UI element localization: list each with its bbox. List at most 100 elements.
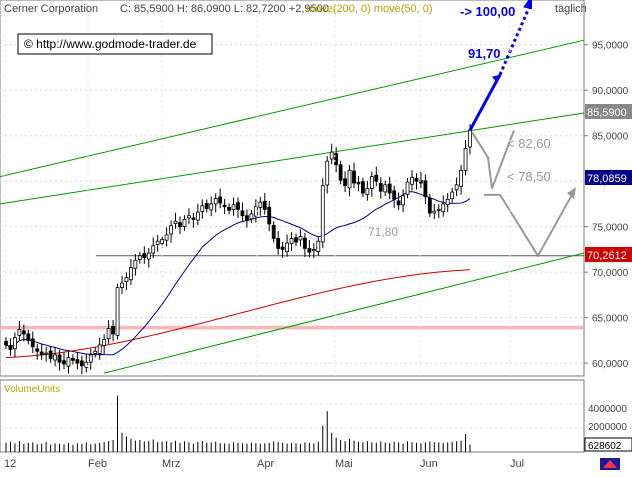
candle-body-16 [75, 359, 80, 364]
month-label-Mai: Mai [335, 458, 353, 470]
candle-body-36 [164, 234, 169, 241]
price-tick-label-75: 75,0000 [592, 223, 629, 234]
ma50-label: 78,0859 [587, 173, 627, 185]
candle-body-0 [4, 340, 8, 346]
candle-body-24 [111, 325, 115, 335]
channel-upper-line [0, 39, 585, 178]
header-moving-averages: move(200, 0) move(50, 0) [306, 3, 433, 15]
candle-body-66 [298, 236, 303, 241]
candle-body-94 [423, 180, 428, 198]
candle-body-17 [79, 360, 84, 367]
candle-body-34 [155, 240, 160, 245]
candle-body-2 [13, 337, 17, 350]
candle-body-77 [347, 169, 352, 189]
candle-body-39 [178, 222, 182, 228]
candle-body-76 [343, 178, 347, 187]
level-71-label: 71,80 [368, 225, 398, 239]
candle-body-70 [316, 240, 321, 252]
candle-body-86 [387, 183, 392, 194]
candle-body-89 [401, 195, 405, 206]
candle-body-3 [17, 329, 22, 336]
projection-blue-dotted-arrowhead [523, 0, 532, 10]
candle-body-79 [356, 181, 361, 185]
candles [4, 124, 472, 375]
ma200-line [5, 269, 471, 359]
price-tick-label-85: 85,0000 [592, 132, 629, 143]
candle-body-81 [365, 188, 370, 195]
candle-body-47 [213, 198, 218, 205]
volume-panel-frame [0, 379, 585, 453]
price-tick-label-60: 60,0000 [592, 359, 629, 370]
candle-body-29 [133, 259, 138, 269]
month-label-Jul: Jul [510, 458, 524, 470]
month-label-Jun: Jun [420, 458, 438, 470]
level-82-label: < 82,60 [507, 136, 551, 151]
candle-body-33 [151, 245, 156, 254]
candle-body-101 [454, 184, 459, 191]
time-axis: 12 Feb Mrz Apr Mai Jun Jul [3, 0, 524, 470]
candle-body-28 [129, 267, 133, 281]
corner-logo-triangle-icon [603, 460, 617, 468]
projection-gray-lower [484, 190, 575, 258]
price-grid [0, 44, 584, 364]
volume-title: VolumeUnits [4, 384, 60, 395]
ma50-line [5, 191, 471, 356]
candle-body-60 [271, 224, 276, 239]
candle-body-90 [405, 181, 410, 195]
candle-body-84 [378, 182, 383, 192]
projection-gray-arrowhead [567, 187, 576, 200]
volume-last-label: 628602 [588, 441, 622, 452]
candle-body-104 [468, 129, 472, 148]
channel-lower-line [103, 252, 585, 374]
candle-body-99 [445, 198, 450, 206]
candle-body-42 [191, 217, 196, 220]
candle-body-51 [231, 204, 236, 210]
candle-body-26 [120, 282, 124, 288]
candle-body-55 [249, 213, 254, 220]
candle-body-44 [200, 205, 205, 212]
projection-blue-dotted [498, 4, 532, 76]
support-zone-band [1, 325, 583, 330]
candle-body-22 [102, 339, 107, 347]
header-symbol: Cerner Corporation [4, 3, 98, 15]
candle-body-19 [88, 354, 93, 363]
ma200-label: 70,2612 [587, 250, 627, 262]
candle-body-68 [307, 248, 312, 253]
candle-body-103 [463, 148, 468, 171]
level-78-label: < 78,50 [507, 169, 551, 184]
watermark-box [17, 33, 213, 55]
candle-body-52 [236, 202, 240, 210]
candle-body-40 [182, 218, 187, 228]
candle-body-6 [30, 338, 35, 348]
candle-body-75 [338, 164, 343, 181]
candle-body-10 [48, 350, 53, 359]
volume-tick-4m: 4000000 [588, 404, 627, 415]
candle-body-63 [285, 242, 289, 252]
price-tick-label-95: 95,0000 [592, 41, 629, 52]
candle-body-21 [97, 344, 102, 354]
month-label-Mrz: Mrz [162, 458, 180, 470]
candle-body-69 [311, 248, 316, 252]
candle-body-54 [245, 215, 249, 221]
candle-body-45 [204, 203, 209, 209]
price-tick-label-90: 90,0000 [592, 86, 629, 97]
candle-body-74 [334, 153, 339, 166]
candle-body-53 [240, 210, 245, 217]
candle-body-72 [325, 160, 330, 186]
candle-body-5 [26, 333, 31, 341]
candle-body-43 [195, 211, 200, 221]
candle-body-65 [294, 237, 298, 243]
price-label: 85,5900 [587, 107, 627, 119]
candle-body-73 [329, 151, 334, 160]
price-label-box [585, 104, 632, 119]
candle-body-14 [66, 357, 71, 367]
candle-body-32 [146, 252, 151, 260]
target-91-label: 91,70 [468, 46, 501, 61]
candle-body-48 [218, 196, 223, 204]
candle-body-102 [459, 169, 463, 187]
candle-body-13 [62, 360, 66, 365]
candle-body-62 [280, 246, 285, 250]
candle-body-15 [71, 357, 75, 361]
candle-body-97 [436, 208, 441, 211]
